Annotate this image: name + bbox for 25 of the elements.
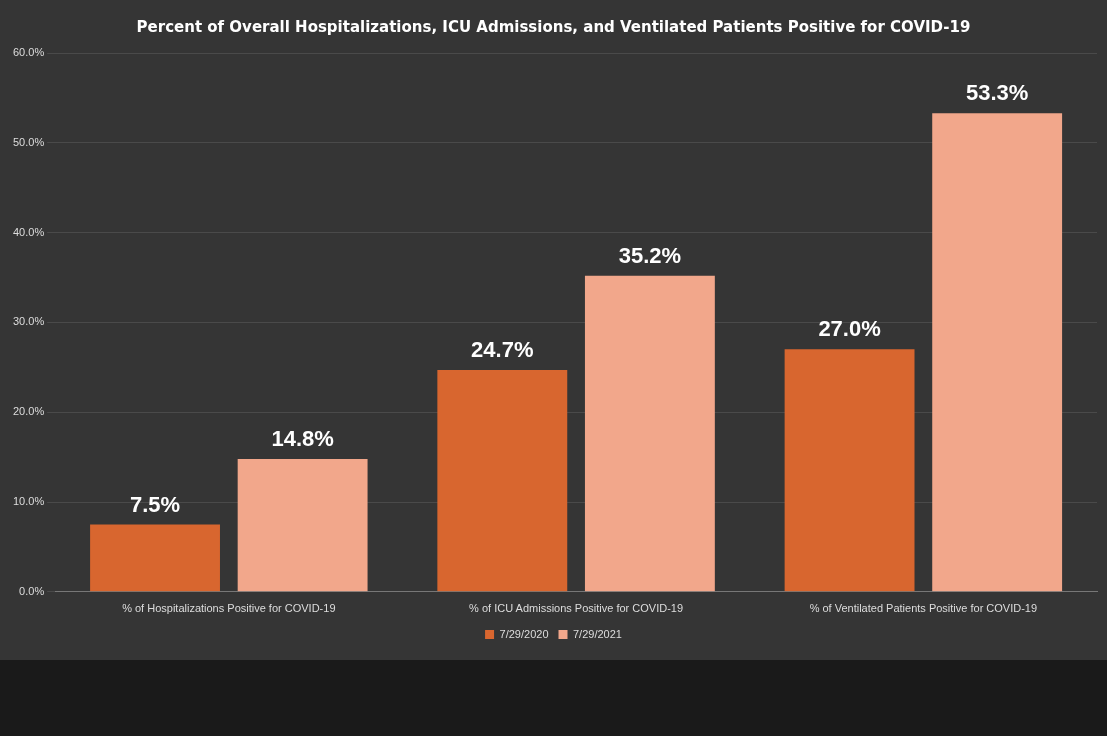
data-label: 53.3% (965, 80, 1029, 106)
x-tick-label: % of Ventilated Patients Positive for COVID-19 (809, 602, 1038, 615)
data-label: 27.0% (818, 316, 881, 342)
x-tick-label: % of ICU Admissions Positive for COVID-19 (469, 602, 684, 615)
legend-label: 7/29/2020 (499, 627, 549, 640)
data-label: 24.7% (471, 337, 534, 363)
data-label: 35.2% (618, 242, 682, 268)
bar (784, 349, 915, 592)
data-label: 14.8% (271, 425, 334, 451)
y-tick-label: 30.0% (12, 315, 45, 328)
y-tick-label: 0.0% (19, 584, 45, 597)
bar (437, 369, 568, 592)
data-label: 7.5% (129, 491, 181, 517)
x-tick-label: % of Hospitalizations Positive for COVID-19 (122, 602, 336, 615)
y-tick-label: 20.0% (12, 405, 45, 418)
bar (237, 458, 368, 592)
legend-label: 7/29/2021 (573, 627, 622, 640)
y-tick-label: 10.0% (12, 495, 45, 508)
bar (584, 275, 715, 592)
chart-title: Percent of Overall Hospitalizations, ICU Admissions, and Ventilated Patients Positive for COVID-19 (136, 17, 971, 36)
bar (90, 524, 220, 592)
y-tick-label: 40.0% (12, 225, 45, 238)
y-tick-label: 50.0% (12, 135, 45, 148)
y-tick-label: 60.0% (12, 46, 45, 59)
bar (932, 113, 1063, 592)
